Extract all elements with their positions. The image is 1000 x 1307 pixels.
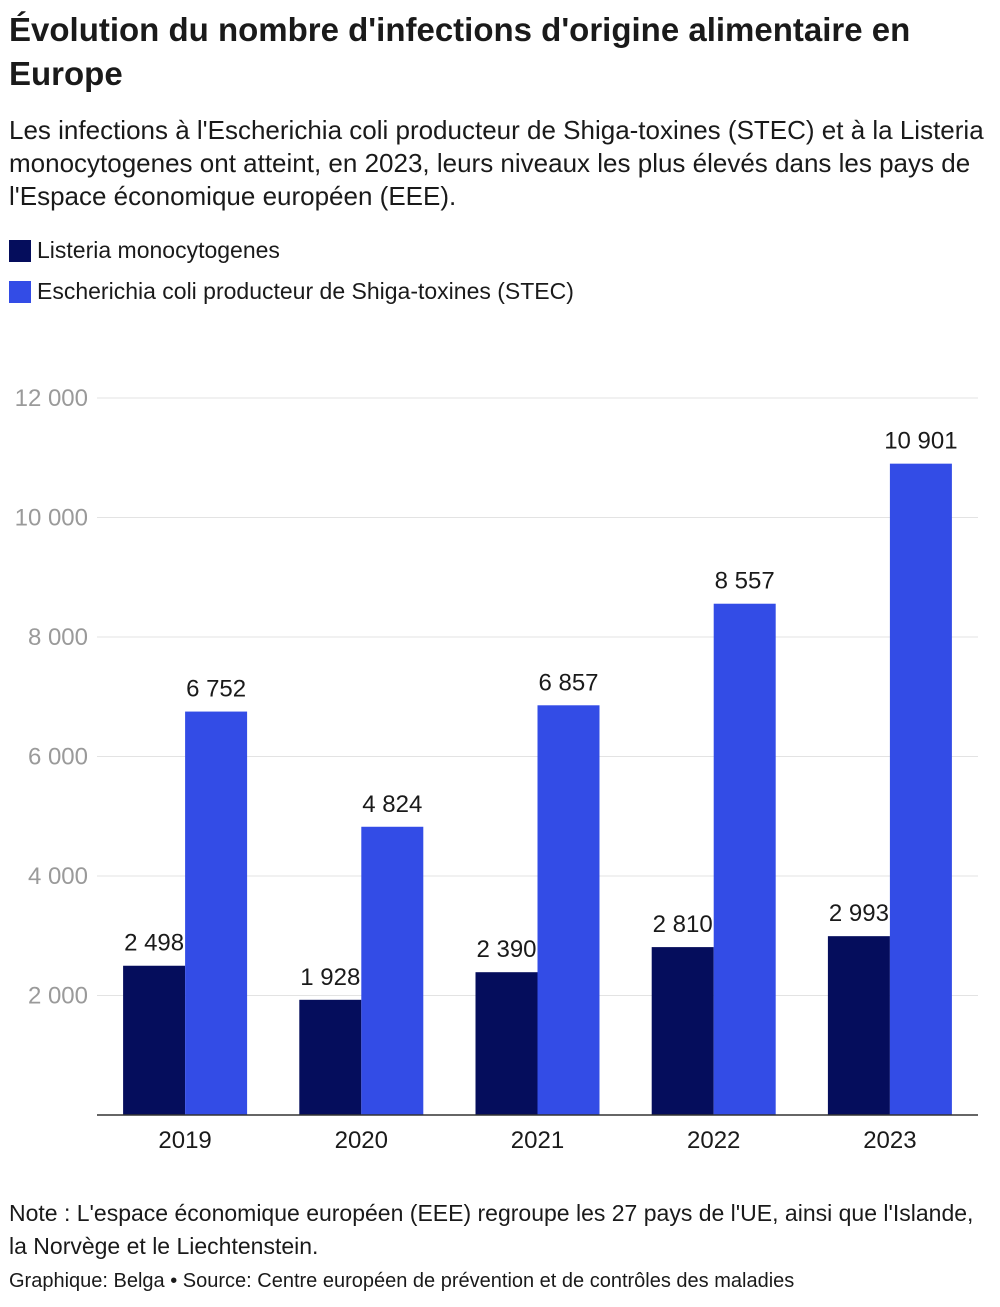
- source-credit: Graphique: Belga • Source: Centre europé…: [9, 1270, 795, 1292]
- y-tick-label: 12 000: [15, 385, 88, 412]
- legend-swatch-listeria: [9, 239, 31, 262]
- footnote: Note : L'espace économique européen (EEE…: [9, 1200, 974, 1259]
- bar-stec: [537, 705, 600, 1115]
- legend-item-stec: Escherichia coli producteur de Shiga-tox…: [9, 271, 574, 312]
- y-tick-label: 6 000: [28, 744, 88, 771]
- data-label: 2 810: [653, 911, 713, 938]
- chart-title: Évolution du nombre d'infections d'origi…: [9, 11, 911, 92]
- data-label: 6 752: [186, 676, 246, 703]
- y-tick-label: 8 000: [28, 624, 88, 651]
- x-axis: 2019 2020 2021 2022 2023: [97, 1114, 978, 1154]
- legend-item-listeria: Listeria monocytogenes: [9, 230, 574, 271]
- data-label: 2 390: [476, 936, 536, 963]
- data-label: 2 993: [829, 900, 889, 927]
- bar-listeria: [827, 936, 890, 1115]
- legend-swatch-stec: [9, 280, 31, 303]
- data-labels: 2 498 6 752 1 928 4 824 2 390 6 857 2 810 8 557…: [124, 428, 958, 991]
- bar-listeria: [123, 965, 186, 1115]
- bar-stec: [713, 603, 776, 1115]
- y-axis: 2 000 4 000 6 000 8 000 10 000 12 000: [15, 385, 88, 1010]
- x-tick-label: 2020: [335, 1127, 388, 1154]
- bar-listeria: [299, 999, 362, 1115]
- y-tick-label: 4 000: [28, 863, 88, 890]
- bar-chart: 2 000 4 000 6 000 8 000 10 000 12 000 2 498 6 …: [15, 385, 978, 1154]
- bars: [123, 463, 952, 1115]
- legend-label-listeria: Listeria monocytogenes: [37, 237, 280, 263]
- y-tick-label: 2 000: [28, 983, 88, 1010]
- legend: Listeria monocytogenes Escherichia coli …: [9, 230, 574, 312]
- x-tick-label: 2019: [158, 1127, 211, 1154]
- bar-stec: [361, 826, 424, 1115]
- x-tick-label: 2023: [863, 1127, 916, 1154]
- data-label: 10 901: [884, 428, 957, 455]
- data-label: 1 928: [300, 964, 360, 991]
- y-tick-label: 10 000: [15, 505, 88, 532]
- data-label: 2 498: [124, 930, 184, 957]
- bar-listeria: [475, 972, 538, 1115]
- bar-stec: [889, 463, 952, 1115]
- x-tick-label: 2022: [687, 1127, 740, 1154]
- chart-subtitle: Les infections à l'Escherichia coli prod…: [9, 115, 984, 211]
- bar-stec: [185, 711, 248, 1115]
- data-label: 4 824: [362, 791, 422, 818]
- data-label: 8 557: [715, 568, 775, 595]
- legend-label-stec: Escherichia coli producteur de Shiga-tox…: [37, 278, 574, 304]
- bar-listeria: [651, 947, 714, 1115]
- x-tick-label: 2021: [511, 1127, 564, 1154]
- data-label: 6 857: [538, 669, 598, 696]
